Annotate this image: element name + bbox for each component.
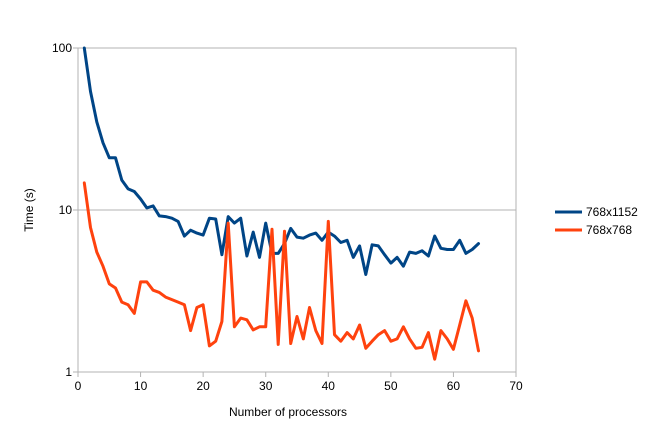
series-layer <box>82 46 480 361</box>
series-line-768x768 <box>82 181 480 361</box>
gridlines <box>73 47 516 373</box>
x-tick-label-70: 70 <box>509 379 523 393</box>
x-tick-label-0: 0 <box>75 379 82 393</box>
x-axis-ticks: 0 10 20 30 40 50 60 70 <box>75 372 523 393</box>
x-axis-title: Number of processors <box>229 405 347 419</box>
x-tick-label-30: 30 <box>259 379 273 393</box>
legend-label-768x768: 768x768 <box>586 223 632 237</box>
x-tick-label-50: 50 <box>384 379 398 393</box>
x-tick-label-60: 60 <box>447 379 461 393</box>
x-tick-label-40: 40 <box>322 379 336 393</box>
legend: 768x1152 768x768 <box>555 205 638 237</box>
y-tick-label-1: 1 <box>65 365 72 379</box>
x-tick-label-20: 20 <box>196 379 210 393</box>
x-tick-label-10: 10 <box>134 379 148 393</box>
y-tick-label-10: 10 <box>59 203 73 217</box>
y-axis-ticks: 1 10 100 <box>52 41 72 379</box>
series-line-768x1152 <box>82 46 480 276</box>
y-axis-title: Time (s) <box>22 188 36 232</box>
legend-label-768x1152: 768x1152 <box>586 205 638 219</box>
y-tick-label-100: 100 <box>52 41 72 55</box>
